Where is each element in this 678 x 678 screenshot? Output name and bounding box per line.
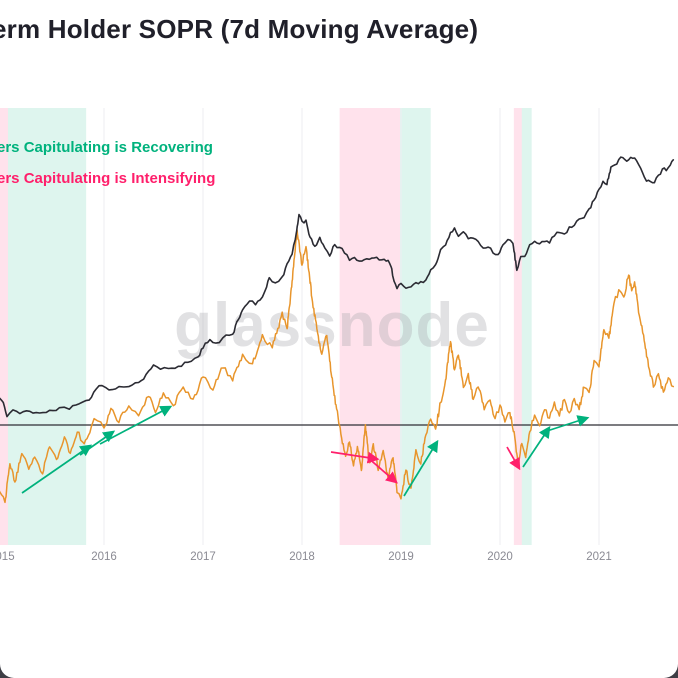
arrow-recovering [21, 444, 93, 494]
x-axis-label: 2018 [289, 551, 315, 563]
glassnode-watermark: glassnode [174, 291, 490, 360]
arrow-intensifying [366, 456, 398, 484]
x-axis-label: 2016 [91, 551, 117, 563]
arrow-intensifying [506, 446, 521, 471]
legend-recovering-label: ers Capitulating is Recovering [0, 139, 213, 156]
band-recovering [7, 108, 87, 545]
x-axis-label: 015 [0, 551, 15, 563]
price-series-line [0, 156, 675, 418]
x-axis-label: 2021 [586, 551, 612, 563]
series-layer [0, 156, 675, 504]
sopr-series-line [0, 229, 675, 504]
x-axis-label: 2017 [190, 551, 216, 563]
arrow-recovering [79, 430, 116, 456]
arrow-recovering [403, 439, 439, 497]
x-axis-label: 2020 [487, 551, 513, 563]
gridlines-layer [103, 108, 600, 545]
legend-intensifying-label: ers Capitulating is Intensifying [0, 170, 216, 187]
x-axis-label: 2019 [388, 551, 414, 563]
arrow-intensifying [330, 451, 380, 464]
arrow-recovering [546, 415, 590, 432]
x-axis-labels-layer: 015 2016 2017 2018 2019 2020 2021 [0, 551, 612, 563]
chart-title: erm Holder SOPR (7d Moving Average) [0, 14, 479, 44]
annotation-arrows-layer [21, 405, 590, 497]
arrow-recovering [99, 405, 173, 445]
band-intensifying [0, 108, 8, 545]
watermark-layer: glassnode [174, 291, 490, 360]
legend: ers Capitulating is Recovering ers Capit… [0, 139, 215, 201]
band-intensifying [513, 108, 522, 545]
arrow-recovering [522, 425, 551, 468]
band-recovering [521, 108, 532, 545]
